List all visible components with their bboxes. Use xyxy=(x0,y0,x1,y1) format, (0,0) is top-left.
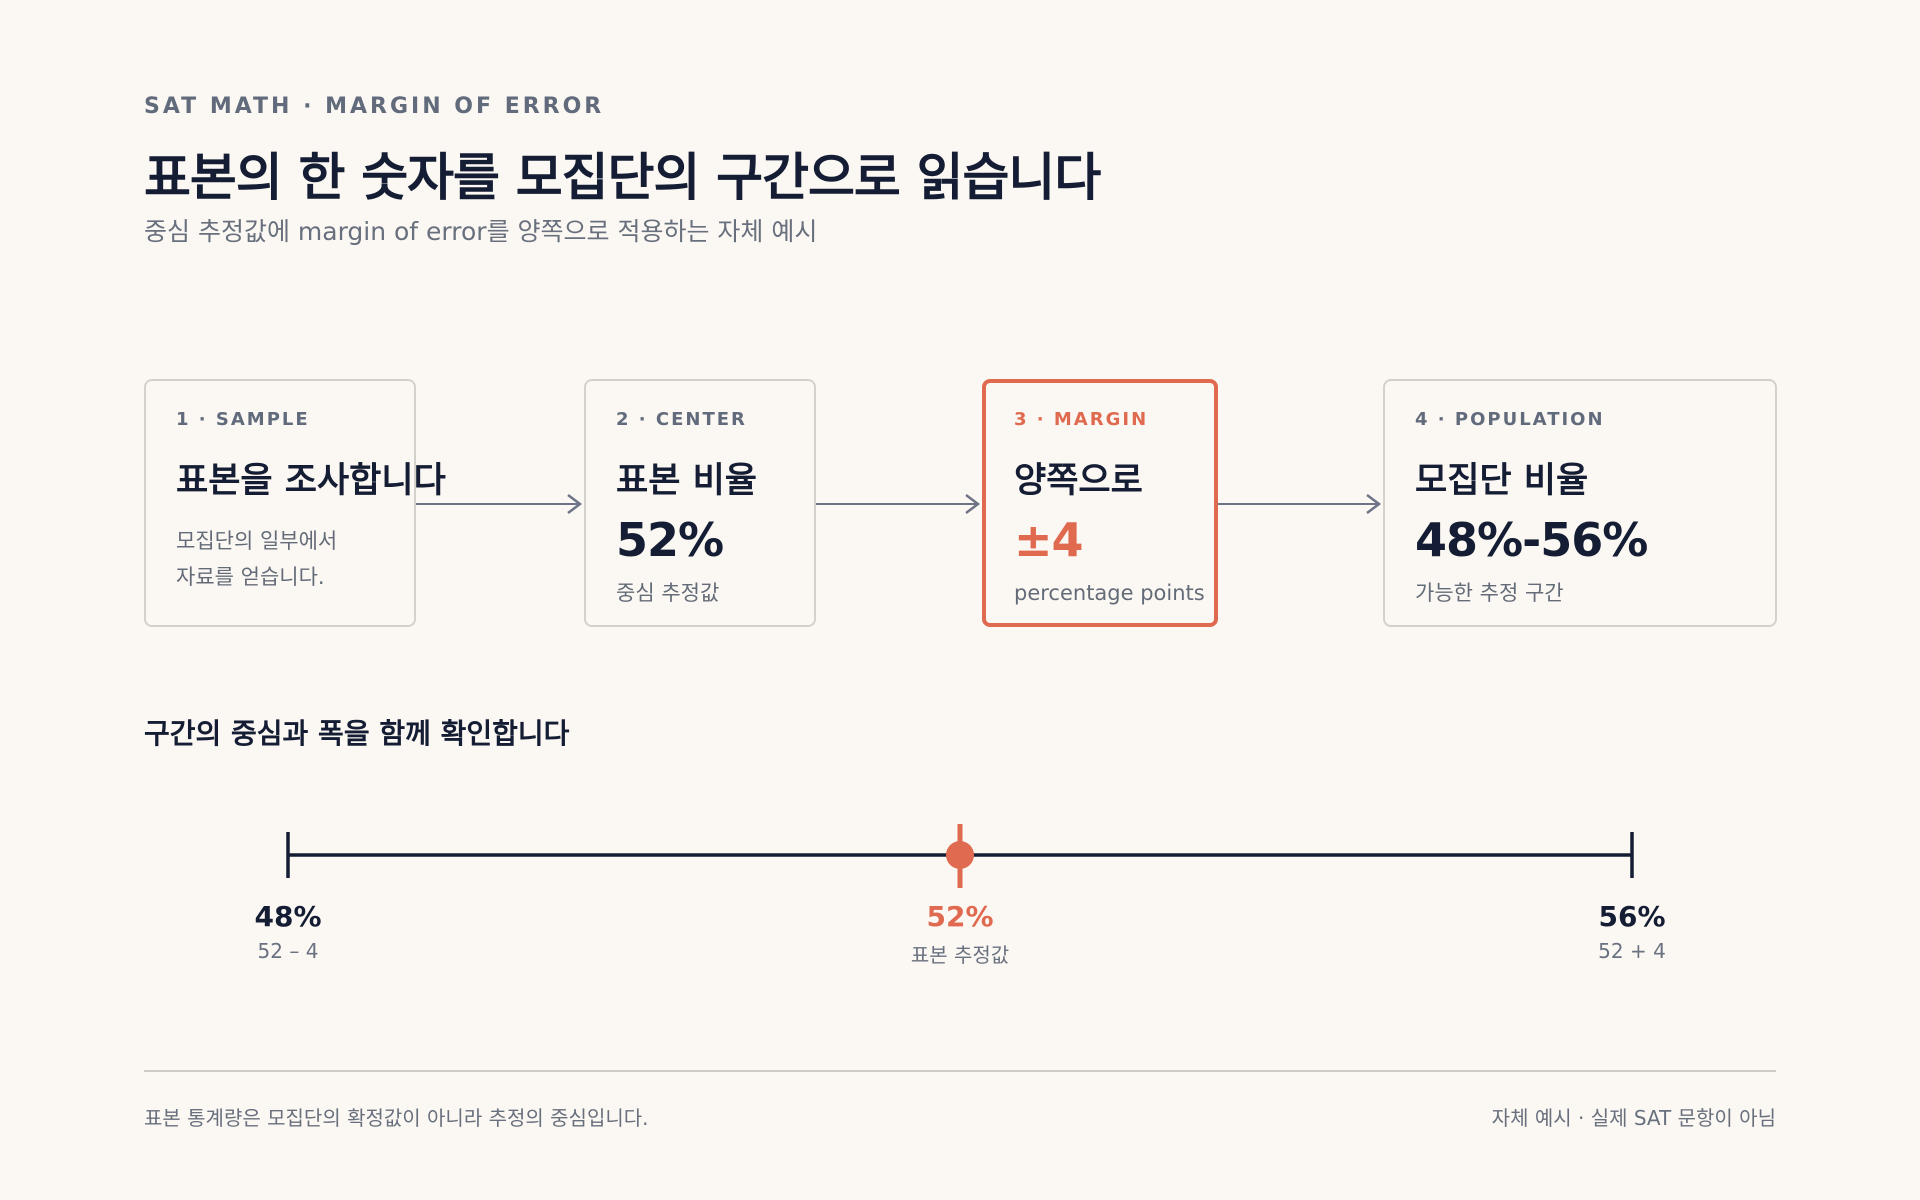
footer-note: 표본 통계량은 모집단의 확정값이 아니라 추정의 중심입니다. xyxy=(144,1106,649,1130)
step-value: 48%-56% xyxy=(1415,513,1648,567)
step-label: 1 · SAMPLE xyxy=(176,409,310,430)
interval-high-value: 56% xyxy=(1598,900,1666,933)
step-description: percentage points xyxy=(1014,581,1205,605)
interval-center-dot xyxy=(946,841,974,869)
step-description: 중심 추정값 xyxy=(616,581,720,605)
step-label: 4 · POPULATION xyxy=(1415,409,1605,430)
section-title: 구간의 중심과 폭을 함께 확인합니다 xyxy=(144,717,570,750)
step-value: 52% xyxy=(616,513,724,567)
interval-low-value: 48% xyxy=(254,900,322,933)
step-description-line: 자료를 얻습니다. xyxy=(176,565,325,589)
step-card-margin: 3 · MARGIN 양쪽으로 ±4 percentage points xyxy=(982,379,1218,627)
arrow-right-icon xyxy=(416,494,583,514)
step-description: 가능한 추정 구간 xyxy=(1415,581,1564,605)
footer-divider xyxy=(144,1070,1776,1072)
arrow-right-icon xyxy=(1218,494,1382,514)
interval-center-note: 표본 추정값 xyxy=(910,943,1010,967)
page-subtitle: 중심 추정값에 margin of error를 양쪽으로 적용하는 자체 예시 xyxy=(144,217,818,246)
step-card-sample: 1 · SAMPLE 표본을 조사합니다 모집단의 일부에서 자료를 얻습니다. xyxy=(144,379,446,627)
interval-low-label: 48% 52 – 4 xyxy=(254,900,321,963)
step-label: 2 · CENTER xyxy=(616,409,747,430)
interval-number-line xyxy=(286,824,1634,888)
interval-high-note: 52 + 4 xyxy=(1598,939,1666,963)
step-heading: 표본 비율 xyxy=(616,461,757,501)
arrow-right-icon xyxy=(816,494,981,514)
step-description-line: 모집단의 일부에서 xyxy=(176,529,338,553)
step-value: ±4 xyxy=(1014,513,1084,567)
step-card-center: 2 · CENTER 표본 비율 52% 중심 추정값 xyxy=(584,379,816,627)
step-heading: 모집단 비율 xyxy=(1415,461,1589,501)
interval-low-note: 52 – 4 xyxy=(257,939,319,963)
interval-high-label: 56% 52 + 4 xyxy=(1598,900,1666,963)
step-heading: 표본을 조사합니다 xyxy=(176,461,446,501)
interval-center-value: 52% xyxy=(926,900,994,933)
step-description: 모집단의 일부에서 자료를 얻습니다. xyxy=(176,523,384,595)
step-heading: 양쪽으로 xyxy=(1014,461,1143,501)
page-title: 표본의 한 숫자를 모집단의 구간으로 읽습니다 xyxy=(144,149,1101,208)
interval-center-label: 52% 표본 추정값 xyxy=(911,900,1009,968)
step-card-population: 4 · POPULATION 모집단 비율 48%-56% 가능한 추정 구간 xyxy=(1383,379,1777,627)
footer-disclaimer: 자체 예시 · 실제 SAT 문항이 아님 xyxy=(1491,1106,1776,1130)
eyebrow: SAT MATH · MARGIN OF ERROR xyxy=(144,94,605,119)
step-label: 3 · MARGIN xyxy=(1014,409,1149,430)
